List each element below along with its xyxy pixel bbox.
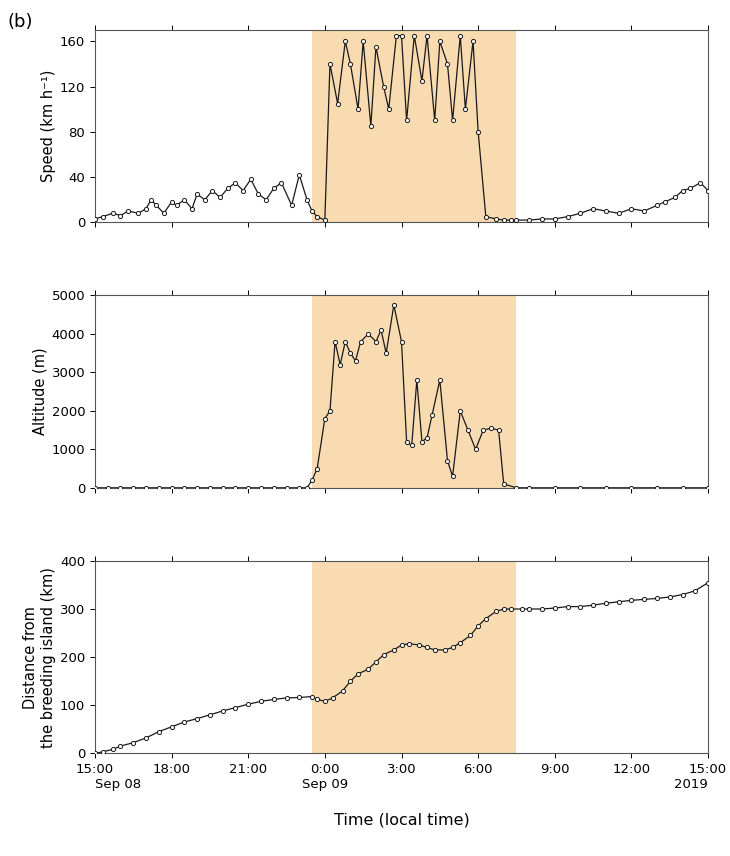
Text: 2019: 2019 [675,778,708,791]
Bar [312,295,517,488]
Y-axis label: Altitude (m): Altitude (m) [32,348,47,436]
Bar [312,30,517,223]
Text: Sep 08: Sep 08 [95,778,141,791]
Y-axis label: Speed (km h⁻¹): Speed (km h⁻¹) [41,70,55,182]
Text: (b): (b) [7,13,33,31]
Text: Sep 09: Sep 09 [301,778,348,791]
X-axis label: Time (local time): Time (local time) [334,812,469,827]
Y-axis label: Distance from
the breeding island (km): Distance from the breeding island (km) [23,567,55,747]
Bar [312,561,517,753]
